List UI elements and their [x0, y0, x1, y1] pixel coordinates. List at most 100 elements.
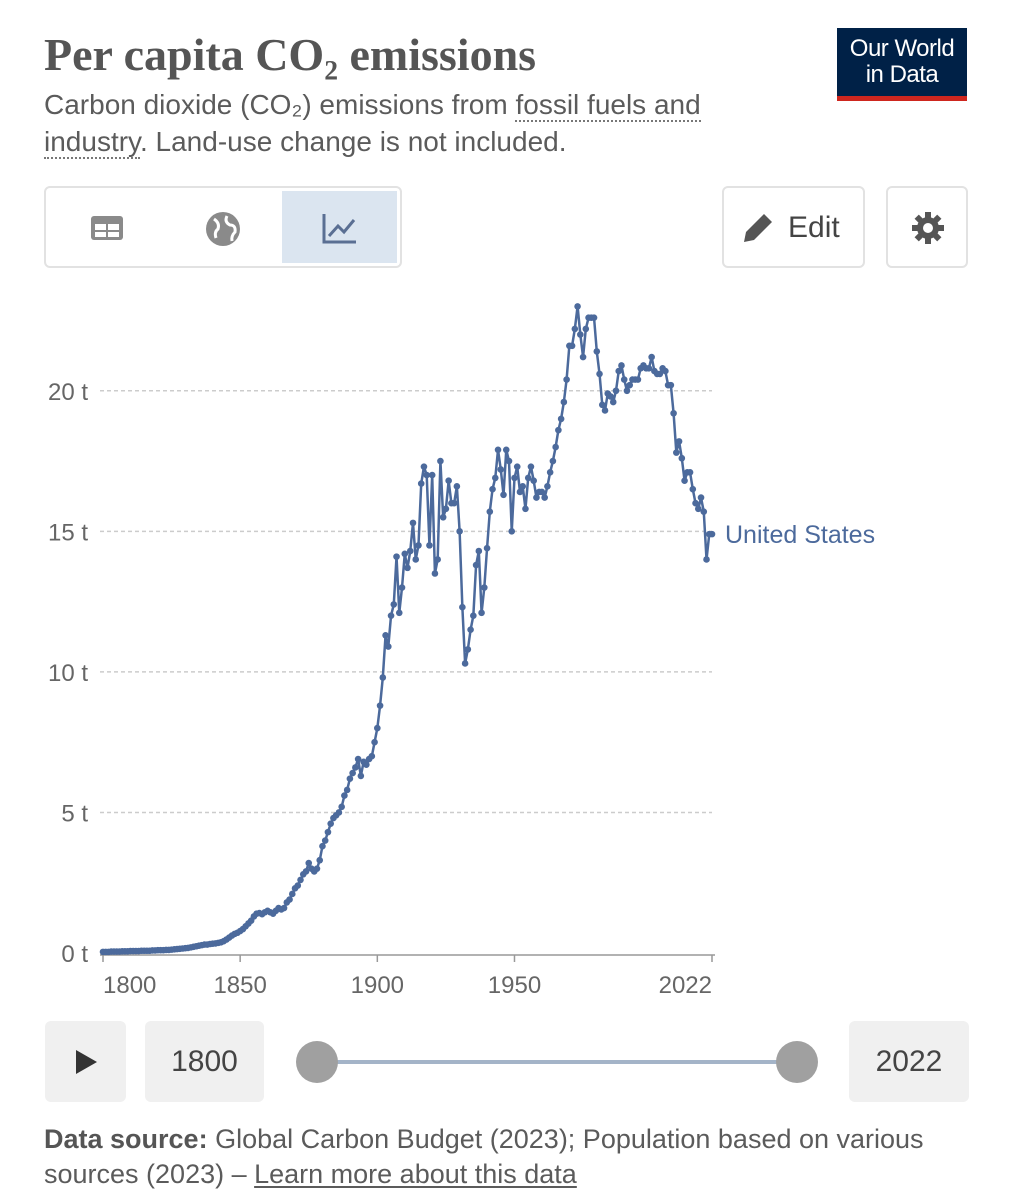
- data-point: [349, 769, 356, 777]
- data-point: [700, 508, 708, 515]
- data-point: [483, 544, 491, 552]
- data-point: [673, 449, 680, 456]
- x-tick-label: 1950: [488, 972, 541, 999]
- logo-line: Our World: [849, 35, 955, 62]
- edit-button[interactable]: Edit: [722, 186, 865, 268]
- data-point: [502, 446, 510, 454]
- data-point: [442, 505, 450, 513]
- data-point: [354, 755, 362, 763]
- timeline-start[interactable]: 1800: [145, 1021, 264, 1102]
- data-point: [478, 609, 485, 617]
- data-point: [467, 626, 474, 634]
- data-point: [511, 474, 518, 482]
- data-point: [280, 904, 288, 912]
- data-point: [494, 446, 502, 454]
- x-tick-label: 2022: [659, 972, 712, 999]
- subtitle-link[interactable]: fossil fuels and industry: [44, 89, 701, 159]
- slider-handle[interactable]: [296, 1041, 338, 1083]
- y-tick-label: 15 t: [48, 519, 88, 546]
- logo[interactable]: Our World in Data: [837, 28, 967, 101]
- data-point: [670, 409, 677, 417]
- chart-title: Per capita CO₂ emissions: [44, 29, 537, 80]
- data-point: [568, 342, 576, 350]
- data-point: [379, 674, 387, 681]
- triangle: [76, 1050, 97, 1074]
- subtitle-text: Carbon dioxide (CO₂) emissions from: [44, 89, 516, 120]
- y-tick-label: 0 t: [61, 941, 88, 968]
- data-point: [412, 556, 420, 563]
- subtitle: Carbon dioxide (CO₂) emissions from foss…: [44, 86, 804, 160]
- timeline-end[interactable]: 2022: [849, 1021, 969, 1102]
- data-point: [305, 859, 313, 867]
- data-point: [530, 477, 537, 485]
- play-button[interactable]: [45, 1021, 126, 1102]
- source-text: Global Carbon Budget (2023); Population …: [44, 1124, 924, 1189]
- data-point: [522, 505, 529, 513]
- data-point: [708, 530, 716, 538]
- settings-button[interactable]: [886, 186, 968, 268]
- data-point: [579, 353, 587, 361]
- y-tick-label: 20 t: [48, 379, 88, 406]
- data-point: [703, 556, 710, 563]
- data-point: [343, 786, 351, 794]
- data-point: [697, 494, 705, 501]
- data-point: [689, 485, 697, 493]
- data-point: [563, 376, 570, 383]
- map-tab[interactable]: [206, 212, 240, 246]
- data-point: [481, 584, 488, 591]
- data-point: [472, 561, 480, 569]
- data-point: [582, 325, 590, 333]
- slider-handle[interactable]: [776, 1041, 818, 1083]
- data-point: [426, 542, 433, 549]
- data-point: [555, 426, 562, 434]
- data-point: [286, 896, 293, 903]
- data-point: [497, 466, 505, 473]
- data-point: [541, 494, 548, 501]
- data-point: [557, 415, 565, 423]
- series-label: United States: [725, 521, 875, 549]
- data-point: [596, 370, 603, 378]
- data-point: [395, 609, 403, 617]
- data-point: [382, 632, 389, 639]
- x-tick-label: 1850: [213, 972, 266, 999]
- data-point: [398, 584, 406, 591]
- data-point: [678, 454, 686, 462]
- data-point: [656, 370, 664, 378]
- data-point: [409, 519, 417, 527]
- data-point: [607, 393, 614, 400]
- data-point: [313, 865, 321, 872]
- data-point: [297, 876, 304, 884]
- data-point: [692, 499, 699, 507]
- gear-icon: [912, 212, 944, 244]
- data-point: [675, 438, 683, 445]
- globe-lines: [213, 215, 237, 242]
- y-tick-label: 5 t: [61, 800, 88, 827]
- source-label: Data source:: [44, 1124, 208, 1154]
- source: Data source: Global Carbon Budget (2023)…: [44, 1122, 974, 1192]
- data-point: [393, 553, 400, 560]
- data-point: [445, 477, 452, 485]
- table-tab[interactable]: [91, 216, 123, 240]
- data-point: [374, 724, 381, 732]
- data-point: [609, 398, 617, 406]
- data-point: [516, 488, 524, 496]
- data-point: [623, 387, 631, 395]
- data-point: [486, 508, 494, 515]
- data-point: [423, 471, 431, 479]
- data-point: [302, 868, 310, 875]
- data-point: [453, 483, 461, 490]
- data-point: [390, 601, 398, 608]
- source-link[interactable]: Learn more about this data: [254, 1159, 577, 1189]
- data-point: [618, 362, 625, 369]
- chart-tab[interactable]: [322, 214, 356, 244]
- data-point: [620, 376, 628, 383]
- data-point: [404, 564, 411, 572]
- data-point: [470, 612, 477, 619]
- tab-icons: [91, 212, 356, 246]
- data-point: [574, 303, 581, 310]
- data-point: [686, 468, 694, 476]
- data-point: [387, 612, 395, 619]
- data-point: [519, 483, 527, 490]
- table-cell: [108, 224, 119, 230]
